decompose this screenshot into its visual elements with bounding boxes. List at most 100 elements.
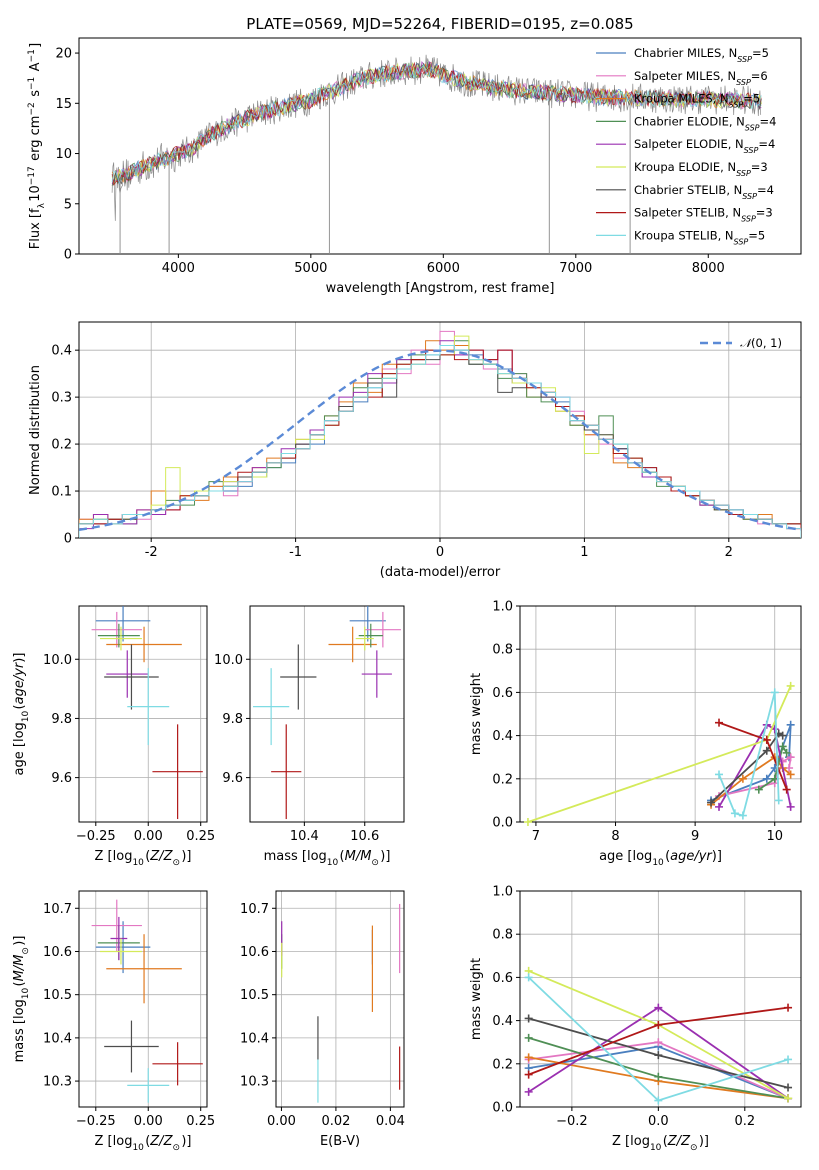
errorbar-salpeter-elodie — [110, 916, 128, 961]
x-tick-label: 7000 — [559, 261, 592, 276]
marker — [738, 811, 747, 820]
age-vs-Z-ylabel: age [log10 (age/yr)] — [12, 653, 31, 776]
legend-label-gaussian: 𝒩(0, 1) — [740, 336, 782, 350]
errorbar-kroupa-miles — [106, 934, 182, 1004]
errorbar-kroupa-elodie — [355, 626, 374, 651]
x-tick-label: −0.2 — [556, 1114, 588, 1129]
legend-label-kroupa-miles: Kroupa MILES, NSSP=5 — [634, 92, 760, 110]
age-vs-Z-frame — [78, 605, 208, 823]
marker — [778, 731, 787, 740]
spectrum-model-kroupa-elodie — [111, 62, 762, 186]
x-tick-label: 8000 — [692, 261, 725, 276]
y-tick-label: 0.8 — [492, 928, 513, 943]
y-tick-label: 10.0 — [214, 653, 243, 668]
gaussian-curve — [79, 349, 801, 531]
marker — [707, 798, 716, 807]
y-tick-label: 10.4 — [240, 1031, 269, 1046]
histogram-axes: -2 -1 0 1 2 0 0.1 0.2 0.3 0.4 (data-model)/error No… — [28, 321, 802, 580]
weight-vs-age-ylabel: mass weight — [469, 673, 484, 755]
y-tick-label: 0.6 — [492, 971, 513, 986]
marker — [654, 1096, 663, 1105]
mass-vs-ebv-frame — [275, 890, 405, 1108]
errorbar-chabrier-elodie — [358, 623, 383, 648]
marker — [762, 735, 771, 744]
x-tick-label: -1 — [289, 545, 302, 560]
x-tick-label: 0.02 — [321, 1114, 350, 1129]
errorbar-salpeter-stelib — [152, 1042, 203, 1086]
marker — [786, 753, 795, 762]
weight-vs-Z-axes: −0.2 0.0 0.2 0.0 0.2 0.4 0.6 0.8 1.0 Z [log10 (Z/… — [469, 885, 802, 1153]
y-tick-label: 9.6 — [222, 771, 243, 786]
marker — [524, 1053, 533, 1062]
marker — [786, 802, 795, 811]
marker — [762, 774, 771, 783]
y-tick-label: 9.6 — [51, 771, 72, 786]
x-tick-label: 5000 — [294, 261, 327, 276]
errorbar-kroupa-stelib — [253, 668, 290, 746]
marker — [782, 785, 791, 794]
histogram-ylabel: Normed distribution — [28, 365, 43, 495]
marker — [762, 746, 771, 755]
marker — [654, 1003, 663, 1012]
x-tick-label: 6000 — [427, 261, 460, 276]
mass-vs-ebv-axes: 0.00 0.02 0.04 10.3 10.4 10.5 10.6 10.7 E(B-V) — [240, 890, 405, 1149]
marker — [654, 1020, 663, 1029]
spectrum-model-kroupa-stelib — [111, 63, 762, 184]
legend-label-kroupa-stelib: Kroupa STELIB, NSSP=5 — [634, 228, 765, 246]
x-tick-label: 0.25 — [186, 829, 215, 844]
y-tick-label: 0.2 — [492, 772, 513, 787]
x-tick-label: 2 — [725, 545, 733, 560]
y-tick-label: 0.2 — [51, 438, 72, 453]
marker — [524, 973, 533, 982]
x-tick-label: 8 — [611, 829, 619, 844]
y-tick-label: 0.4 — [492, 1014, 513, 1029]
errorbar-salpeter-stelib — [152, 724, 203, 820]
x-tick-label: 10 — [766, 829, 783, 844]
y-tick-label: 10.3 — [240, 1075, 269, 1090]
errorbar-chabrier-stelib — [280, 644, 317, 710]
errorbar-chabrier-miles — [95, 606, 151, 642]
weight-vs-Z-frame — [519, 890, 802, 1108]
marker — [786, 720, 795, 729]
y-tick-label: 9.8 — [222, 712, 243, 727]
spectrum-legend: Chabrier MILES, NSSP=5 Salpeter MILES, NS… — [596, 46, 776, 246]
x-tick-label: −0.25 — [76, 829, 116, 844]
histogram-xlabel: (data-model)/error — [380, 565, 501, 580]
x-tick-label: 7 — [532, 829, 540, 844]
y-tick-label: 10.0 — [43, 653, 72, 668]
marker — [786, 681, 795, 690]
errorbar-salpeter-miles — [91, 899, 142, 952]
x-tick-label: 0 — [436, 545, 444, 560]
y-tick-label: 0.4 — [51, 344, 72, 359]
y-tick-label: 0 — [64, 532, 72, 547]
errorbar-salpeter-elodie — [106, 650, 149, 698]
y-tick-label: 0.0 — [492, 1101, 513, 1116]
errorbar-chabrier-miles — [349, 606, 386, 642]
mass-vs-ebv-xlabel: E(B-V) — [320, 1134, 360, 1149]
legend-label-chabrier-elodie: Chabrier ELODIE, NSSP=4 — [634, 114, 776, 131]
errorbar-salpeter-miles — [364, 611, 401, 648]
x-tick-label: 0.04 — [376, 1114, 405, 1129]
marker — [782, 748, 791, 757]
y-tick-label: 0.1 — [51, 485, 72, 500]
marker — [523, 818, 532, 826]
x-tick-label: 4000 — [162, 261, 195, 276]
y-tick-label: 15 — [55, 97, 72, 112]
series-salpeter-stelib — [715, 718, 791, 794]
series-chabrier-stelib — [707, 729, 787, 807]
y-tick-label: 10 — [55, 147, 72, 162]
mass-vs-Z-xlabel: Z [log10 (Z/Z⊙ )] — [95, 1134, 192, 1153]
errorbar-kroupa-stelib — [127, 1068, 170, 1103]
marker — [770, 688, 779, 697]
age-vs-Z-xlabel: Z [log10 (Z/Z⊙ )] — [95, 849, 192, 868]
series-kroupa-elodie — [523, 681, 795, 826]
legend-label-salpeter-elodie: Salpeter ELODIE, NSSP=4 — [634, 137, 775, 155]
x-tick-label: 9 — [691, 829, 699, 844]
y-tick-label: 0.2 — [492, 1057, 513, 1072]
marker — [715, 802, 724, 811]
marker — [654, 1038, 663, 1047]
age-vs-Z-axes: −0.25 0.00 0.25 9.6 9.8 10.0 Z [log10 (Z/Z⊙ )]… — [12, 605, 215, 868]
x-tick-label: 10.6 — [350, 829, 379, 844]
age-vs-mass-axes: 10.4 10.6 9.6 9.8 10.0 mass [log10 (M/M⊙ )] — [214, 605, 405, 868]
